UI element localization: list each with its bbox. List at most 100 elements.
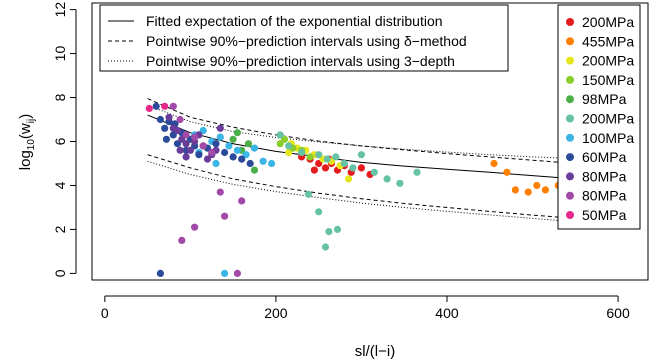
- legend-series-label: 60MPa: [582, 149, 627, 165]
- data-point: [176, 115, 184, 124]
- legend-series-label: 100MPa: [582, 130, 634, 146]
- data-point: [276, 131, 284, 139]
- legend-series-label: 98MPa: [582, 91, 627, 107]
- data-point: [357, 164, 365, 172]
- data-point: [212, 159, 220, 168]
- legend-series-label: 80MPa: [582, 188, 627, 204]
- legend-series-label: 80MPa: [582, 168, 627, 184]
- data-point: [280, 135, 289, 143]
- data-point: [156, 269, 164, 277]
- data-point: [216, 188, 224, 196]
- x-axis-label: sl/(l−i): [355, 343, 395, 360]
- data-point: [221, 212, 229, 220]
- legend-marker: [566, 114, 574, 123]
- depth-upper-curve: [147, 104, 610, 161]
- data-point: [306, 153, 314, 161]
- axes: 0 200 400 600 0 2 4 6 8 10 12: [52, 2, 630, 321]
- data-point: [203, 155, 212, 163]
- data-point: [212, 140, 220, 148]
- data-point: [186, 146, 194, 154]
- data-point: [191, 133, 199, 141]
- data-point: [333, 225, 342, 233]
- y-tick-label: 6: [52, 137, 68, 145]
- data-point: [315, 151, 323, 159]
- legend-depth-label: Pointwise 90%−prediction intervals using…: [146, 53, 455, 69]
- data-point: [233, 269, 241, 277]
- y-axis-label-paren: (w: [17, 123, 34, 139]
- x-tick-label: 200: [264, 305, 288, 321]
- data-point: [156, 115, 164, 124]
- data-point: [191, 223, 199, 231]
- data-point: [285, 142, 293, 150]
- data-point: [176, 146, 184, 154]
- data-point: [161, 102, 169, 110]
- data-point: [370, 168, 378, 176]
- data-point: [195, 151, 203, 159]
- data-point: [165, 113, 173, 121]
- data-point: [233, 129, 241, 137]
- delta-upper-curve: [147, 98, 610, 167]
- data-point: [199, 126, 207, 135]
- y-tick-label: 10: [52, 46, 68, 62]
- data-point: [246, 159, 254, 168]
- data-point: [524, 188, 532, 196]
- data-point: [315, 208, 323, 216]
- data-point: [244, 140, 253, 148]
- legend-marker: [566, 133, 574, 142]
- legend-series-label: 150MPa: [582, 72, 634, 88]
- y-tick-label: 8: [52, 93, 68, 101]
- data-point: [161, 124, 169, 132]
- data-point: [182, 131, 190, 139]
- data-point: [152, 102, 160, 110]
- data-point: [304, 190, 312, 198]
- data-point: [349, 164, 357, 172]
- data-point: [340, 159, 348, 168]
- data-point: [173, 126, 182, 135]
- series-legend-items: 200MPa 455MPa 200MPa 150MPa 98MPa 200MPa 100MP…: [566, 14, 634, 223]
- data-point: [182, 140, 190, 148]
- line-legend: Fitted expectation of the exponential di…: [99, 4, 509, 72]
- data-point: [285, 148, 293, 157]
- data-point: [315, 159, 323, 168]
- data-point: [229, 153, 237, 161]
- data-point: [145, 104, 153, 113]
- data-point: [178, 236, 186, 244]
- legend-marker: [566, 211, 574, 219]
- data-point: [325, 228, 333, 236]
- data-point: [229, 135, 237, 143]
- fitted-curves: [147, 98, 610, 226]
- data-point: [221, 269, 229, 277]
- data-point: [216, 124, 224, 132]
- data-point: [396, 179, 404, 187]
- data-point: [332, 153, 340, 161]
- legend-fitted-label: Fitted expectation of the exponential di…: [146, 13, 443, 29]
- fitted-expectation-curve: [147, 114, 610, 183]
- y-tick-label: 0: [52, 269, 68, 277]
- data-point: [383, 175, 391, 183]
- y-axis-label-main: log: [17, 150, 34, 170]
- legend-marker: [566, 18, 574, 26]
- legend-series-label: 50MPa: [582, 207, 627, 223]
- data-point: [178, 135, 186, 143]
- data-point: [162, 135, 170, 143]
- data-point: [268, 159, 276, 168]
- y-axis-label: log10(wij): [17, 114, 37, 170]
- data-point: [216, 133, 224, 141]
- data-point: [238, 155, 246, 163]
- depth-lower-curve: [147, 160, 610, 226]
- legend-marker: [566, 56, 574, 65]
- y-tick-label: 4: [52, 181, 68, 189]
- data-point: [490, 159, 498, 168]
- legend-series-label: 455MPa: [582, 33, 634, 49]
- y-tick-label: 12: [52, 2, 68, 18]
- data-point: [208, 148, 216, 157]
- delta-lower-curve: [147, 154, 610, 223]
- data-point: [199, 142, 207, 150]
- data-point: [225, 142, 233, 150]
- line-legend-box: [99, 4, 509, 72]
- y-axis-label-close: ): [17, 114, 34, 119]
- data-points: [145, 102, 614, 277]
- y-axis-label-subscript: 10: [26, 139, 37, 151]
- data-point: [298, 148, 306, 157]
